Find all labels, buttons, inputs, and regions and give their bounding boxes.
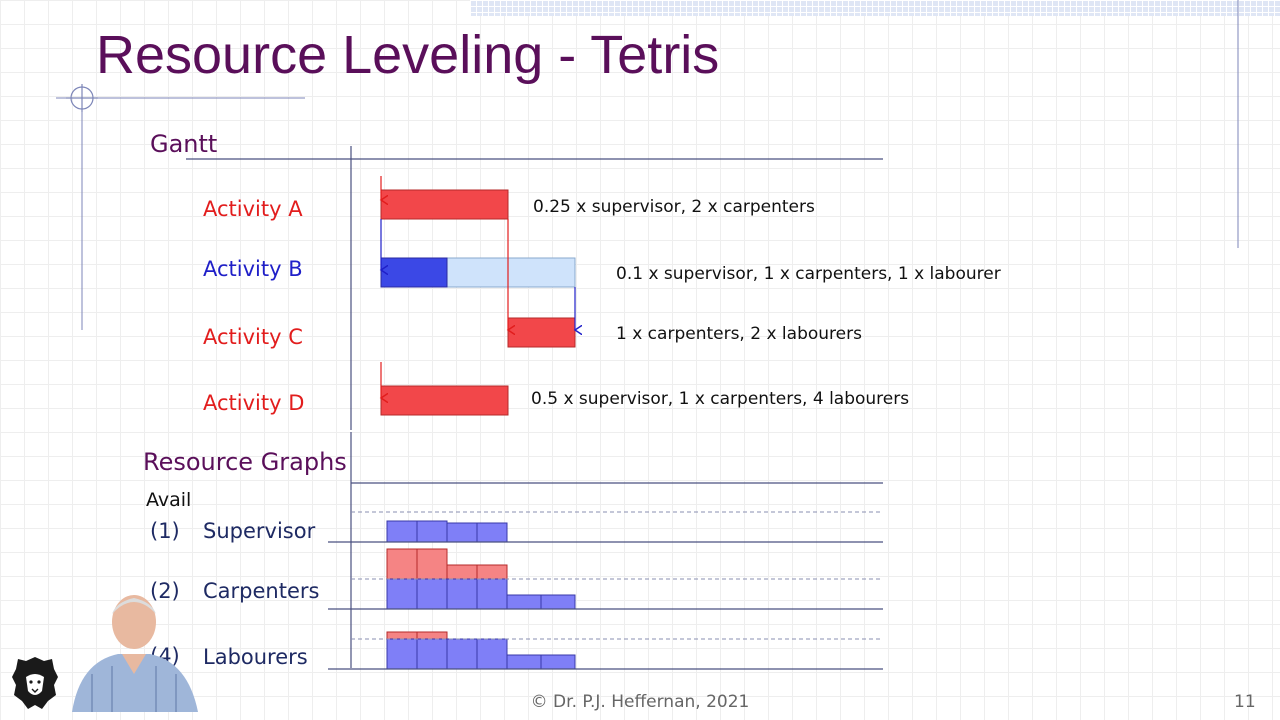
carpenters-block: [446, 578, 478, 610]
presenter-video: [52, 584, 202, 712]
page-number: 11: [1234, 692, 1256, 712]
carpenters-over-block: [476, 564, 508, 580]
labourers-block: [506, 654, 542, 670]
activity-c-label: Activity C: [203, 325, 303, 349]
activity-d-resources: 0.5 x supervisor, 1 x carpenters, 4 labo…: [531, 389, 910, 409]
labourers-over-block: [416, 631, 448, 640]
carpenters-avail: (2): [150, 579, 180, 603]
supervisor-block: [476, 522, 508, 543]
supervisor-block: [386, 520, 418, 543]
activity-b-label: Activity B: [203, 257, 303, 281]
lion-logo-icon: [12, 657, 58, 709]
carpenters-block: [506, 594, 542, 610]
supervisor-block: [416, 520, 448, 543]
avail-label: Avail: [146, 489, 192, 511]
activity-c-resources: 1 x carpenters, 2 x labourers: [616, 324, 862, 344]
activity-d-label: Activity D: [203, 391, 305, 415]
resource-graphs-heading: Resource Graphs: [143, 448, 347, 476]
carpenters-block: [386, 578, 418, 610]
activity-a-resources: 0.25 x supervisor, 2 x carpenters: [533, 197, 815, 217]
labourers-graph: [328, 631, 883, 670]
labourers-block: [416, 638, 448, 670]
slide-title: Resource Leveling - Tetris: [96, 25, 720, 85]
supervisor-graph: [328, 511, 883, 543]
labourers-block: [446, 638, 478, 670]
activity-b-resources: 0.1 x supervisor, 1 x carpenters, 1 x la…: [616, 264, 1001, 284]
gantt-heading: Gantt: [150, 130, 218, 158]
activity-d-bar: [380, 385, 509, 416]
supervisor-avail: (1): [150, 519, 180, 543]
labourers-block: [476, 638, 508, 670]
carpenters-over-block: [386, 548, 418, 580]
header-pattern: [470, 0, 1280, 16]
footer-copyright: © Dr. P.J. Heffernan, 2021: [530, 692, 750, 712]
carpenters-block: [416, 578, 448, 610]
labourers-label: Labourers: [203, 645, 308, 669]
activity-a-label: Activity A: [203, 197, 303, 221]
carpenters-over-block: [416, 548, 448, 580]
carpenters-block: [540, 594, 576, 610]
activity-b-bar: [380, 257, 448, 288]
crosshair-icon: [66, 84, 98, 112]
supervisor-block: [446, 522, 478, 543]
labourers-over-block: [386, 631, 418, 640]
carpenters-label: Carpenters: [203, 579, 320, 603]
carpenters-over-block: [446, 564, 478, 580]
carpenters-block: [476, 578, 508, 610]
carpenters-graph: [328, 548, 883, 610]
labourers-block: [386, 638, 418, 670]
supervisor-label: Supervisor: [203, 519, 316, 543]
labourers-block: [540, 654, 576, 670]
activity-a-bar: [380, 189, 509, 220]
activity-b-float-bar: [446, 257, 576, 288]
activity-c-bar: [507, 317, 576, 348]
